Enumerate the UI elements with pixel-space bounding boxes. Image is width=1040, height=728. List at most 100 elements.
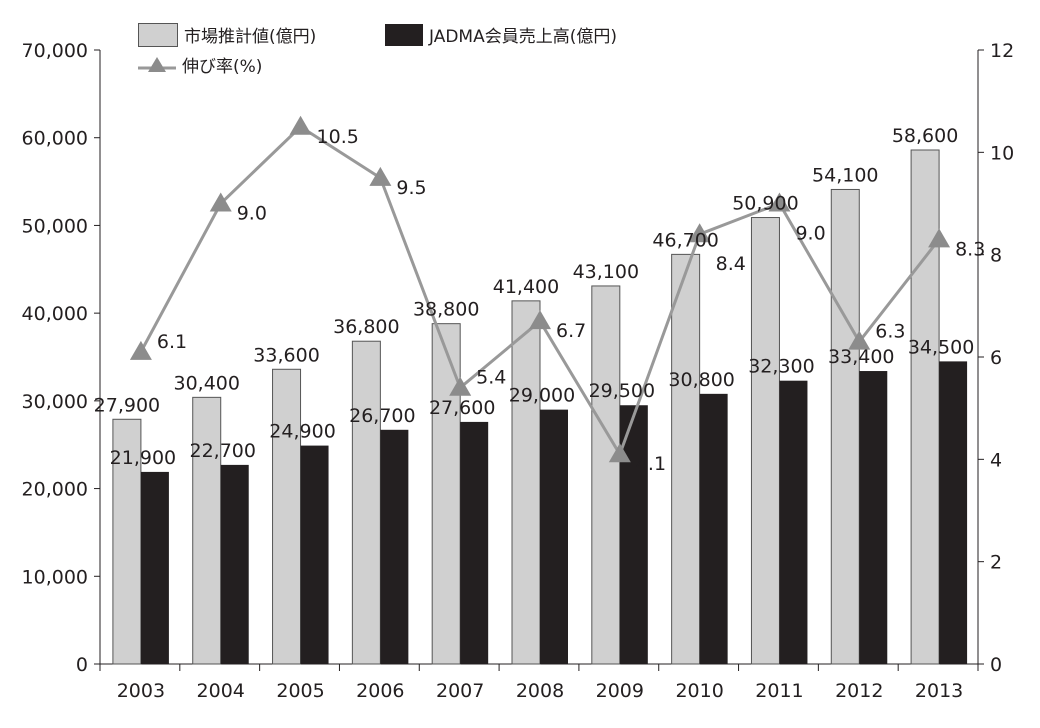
growth-label: 8.4 bbox=[716, 253, 746, 275]
legend-swatch-black bbox=[385, 23, 423, 46]
x-tick-label: 2005 bbox=[276, 680, 324, 702]
bar-jadma bbox=[939, 361, 968, 664]
bar-jadma bbox=[220, 464, 249, 664]
bar-jadma-label: 30,800 bbox=[668, 369, 734, 391]
x-tick-label: 2009 bbox=[596, 680, 644, 702]
x-tick-label: 2006 bbox=[356, 680, 404, 702]
legend-triangle-icon bbox=[138, 56, 176, 72]
left-tick-label: 40,000 bbox=[22, 303, 88, 325]
bar-jadma-label: 27,600 bbox=[429, 397, 495, 419]
growth-marker bbox=[848, 330, 871, 350]
x-tick-label: 2004 bbox=[197, 680, 245, 702]
bar-market-label: 38,800 bbox=[413, 299, 479, 321]
bar-market bbox=[750, 217, 780, 665]
right-tick-label: 0 bbox=[990, 654, 1002, 676]
growth-marker bbox=[608, 443, 631, 463]
x-tick-label: 2013 bbox=[915, 680, 963, 702]
left-tick-label: 20,000 bbox=[22, 479, 88, 501]
growth-label: 6.7 bbox=[556, 320, 586, 342]
bar-jadma bbox=[540, 409, 568, 664]
bar-jadma-label: 32,300 bbox=[748, 356, 814, 378]
legend-item-jadma: JADMA会員売上高(億円) bbox=[385, 22, 617, 47]
growth-marker bbox=[768, 192, 791, 212]
legend-label: 伸び率(%) bbox=[182, 57, 263, 77]
bar-market bbox=[272, 368, 302, 665]
bar-jadma bbox=[619, 405, 648, 664]
bar-market-label: 27,900 bbox=[94, 394, 160, 416]
legend-item-growth: 伸び率(%) bbox=[138, 52, 262, 77]
legend-label: JADMA会員売上高(億円) bbox=[429, 27, 617, 47]
bar-jadma bbox=[380, 429, 409, 664]
bar-jadma-label: 21,900 bbox=[110, 447, 176, 469]
bar-jadma bbox=[300, 445, 329, 664]
x-tick-label: 2008 bbox=[516, 680, 564, 702]
bar-jadma-label: 26,700 bbox=[349, 405, 415, 427]
growth-marker bbox=[928, 228, 951, 248]
right-tick-label: 2 bbox=[990, 552, 1002, 574]
bar-jadma-label: 29,000 bbox=[509, 385, 575, 407]
right-tick-label: 6 bbox=[990, 347, 1002, 369]
growth-marker bbox=[688, 223, 711, 243]
bar-market-label: 58,600 bbox=[892, 125, 958, 147]
right-tick-label: 4 bbox=[990, 449, 1002, 471]
bar-jadma bbox=[140, 471, 169, 664]
bar-market bbox=[511, 300, 541, 665]
bar-jadma bbox=[460, 421, 489, 664]
x-tick-label: 2012 bbox=[835, 680, 883, 702]
growth-label: 9.0 bbox=[237, 203, 267, 225]
legend-item-market: 市場推計値(億円) bbox=[138, 22, 316, 47]
right-tick-label: 12 bbox=[990, 40, 1014, 62]
bar-market bbox=[591, 285, 621, 665]
bar-jadma-label: 22,700 bbox=[189, 440, 255, 462]
bar-market-label: 33,600 bbox=[253, 344, 319, 366]
x-tick-label: 2003 bbox=[117, 680, 165, 702]
bar-jadma bbox=[779, 380, 808, 664]
bar-market bbox=[910, 149, 940, 665]
right-tick-label: 10 bbox=[990, 142, 1014, 164]
left-tick-label: 70,000 bbox=[22, 40, 88, 62]
bar-jadma bbox=[699, 393, 728, 664]
bar-market-label: 41,400 bbox=[493, 276, 559, 298]
growth-label: 9.0 bbox=[795, 223, 825, 245]
growth-label: 10.5 bbox=[317, 126, 359, 148]
left-tick-label: 60,000 bbox=[22, 128, 88, 150]
bar-jadma-label: 24,900 bbox=[269, 421, 335, 443]
growth-marker bbox=[529, 310, 551, 330]
growth-marker bbox=[369, 166, 392, 186]
bar-market bbox=[112, 418, 142, 665]
growth-label: 6.1 bbox=[157, 331, 187, 353]
x-tick-label: 2010 bbox=[675, 680, 723, 702]
bar-market-label: 50,900 bbox=[732, 193, 798, 215]
growth-label: 6.3 bbox=[875, 321, 905, 343]
growth-marker bbox=[449, 376, 472, 396]
legend-swatch-gray bbox=[138, 22, 178, 47]
left-tick-label: 0 bbox=[76, 654, 88, 676]
bar-market bbox=[830, 188, 860, 665]
growth-label: 4.1 bbox=[636, 453, 666, 475]
bar-jadma bbox=[859, 371, 888, 664]
bar-market bbox=[431, 323, 461, 665]
left-tick-label: 10,000 bbox=[22, 566, 88, 588]
bar-market-label: 46,700 bbox=[652, 229, 718, 251]
bar-market-label: 43,100 bbox=[573, 261, 639, 283]
x-tick-label: 2007 bbox=[436, 680, 484, 702]
growth-marker bbox=[289, 115, 312, 135]
left-tick-label: 50,000 bbox=[22, 215, 88, 237]
legend-label: 市場推計値(億円) bbox=[184, 27, 317, 47]
bar-market bbox=[351, 340, 381, 665]
growth-label: 8.3 bbox=[955, 238, 985, 260]
bar-jadma-label: 34,500 bbox=[908, 336, 974, 358]
growth-marker bbox=[129, 340, 152, 360]
bar-market-label: 30,400 bbox=[173, 372, 239, 394]
x-tick-label: 2011 bbox=[755, 680, 803, 702]
bar-market-label: 36,800 bbox=[333, 316, 399, 338]
bar-jadma-label: 29,500 bbox=[589, 380, 655, 402]
bar-jadma-label: 33,400 bbox=[828, 346, 894, 368]
bar-market bbox=[192, 396, 222, 665]
bar-market-label: 54,100 bbox=[812, 164, 878, 186]
growth-marker bbox=[209, 192, 232, 212]
growth-label: 5.4 bbox=[476, 367, 506, 389]
left-tick-label: 30,000 bbox=[22, 391, 88, 413]
growth-label: 9.5 bbox=[396, 177, 426, 199]
